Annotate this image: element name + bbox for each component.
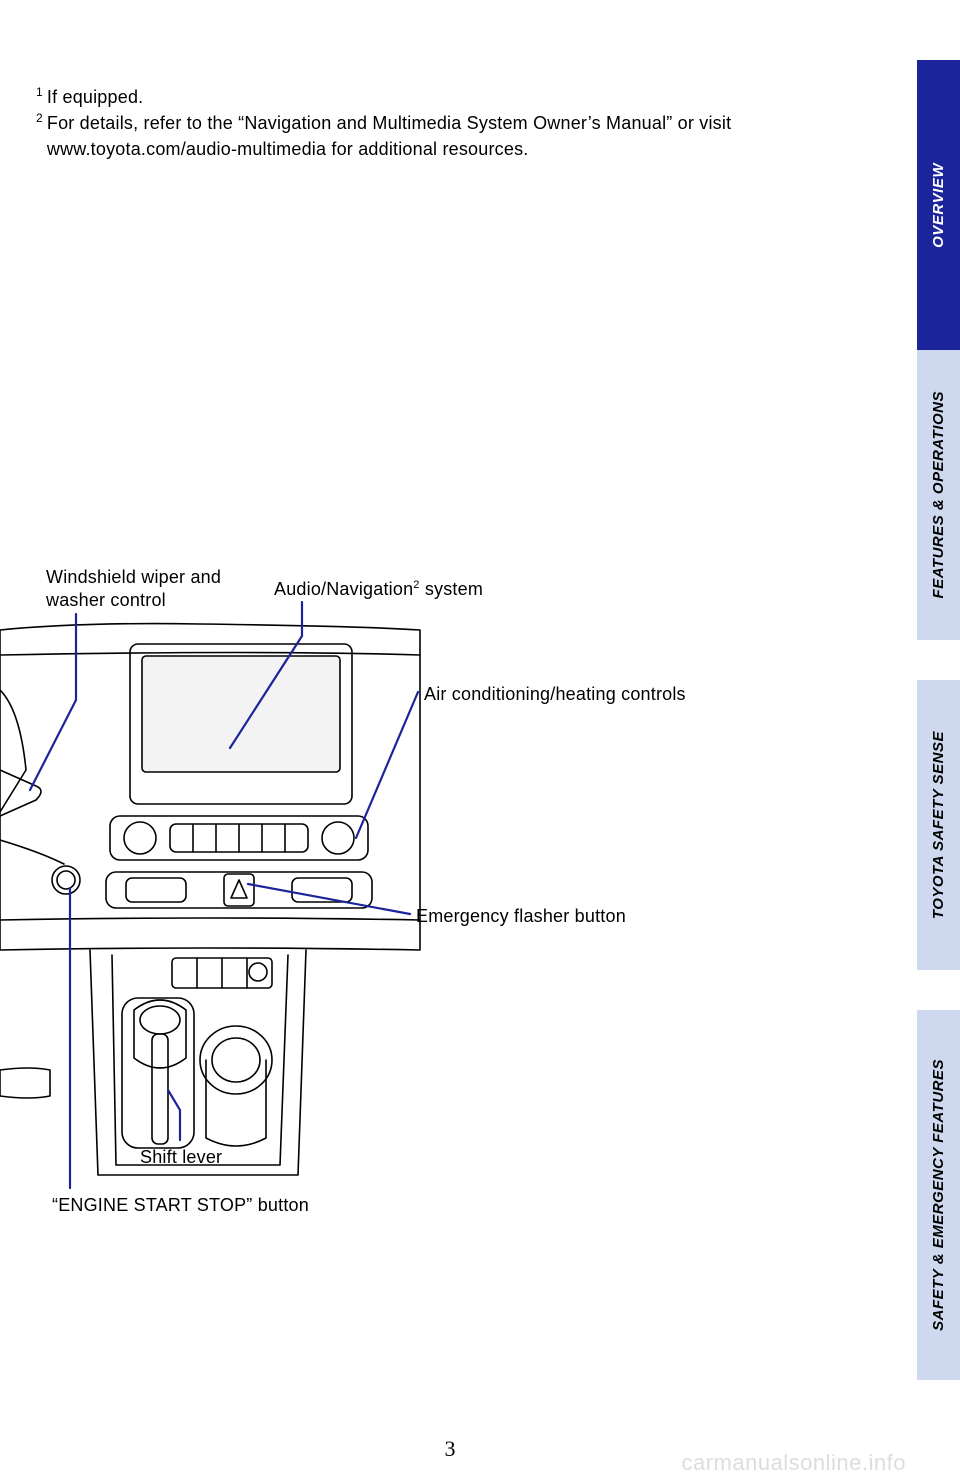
tab-label: OVERVIEW: [930, 163, 947, 248]
label-wiper: Windshield wiper and washer control: [46, 566, 221, 611]
tab-features-operations[interactable]: FEATURES & OPERATIONS: [917, 350, 960, 640]
label-audio-post: system: [420, 579, 483, 599]
footnote-1: 1 If equipped.: [36, 84, 816, 110]
label-engine: “ENGINE START STOP” button: [52, 1194, 309, 1217]
footnote-1-num: 1: [36, 86, 43, 110]
footnote-2-num: 2: [36, 112, 43, 162]
label-wiper-line2: washer control: [46, 590, 166, 610]
tab-label: SAFETY & EMERGENCY FEATURES: [930, 1059, 947, 1331]
watermark: carmanualsonline.info: [681, 1450, 906, 1476]
footnote-2: 2 For details, refer to the “Navigation …: [36, 110, 816, 162]
label-wiper-line1: Windshield wiper and: [46, 567, 221, 587]
page: 1 If equipped. 2 For details, refer to t…: [0, 0, 960, 1484]
tab-toyota-safety-sense[interactable]: TOYOTA SAFETY SENSE: [917, 680, 960, 970]
footnotes: 1 If equipped. 2 For details, refer to t…: [36, 84, 816, 162]
footnote-1-text: If equipped.: [47, 84, 143, 110]
dashboard-diagram: [0, 620, 480, 1180]
label-audio: Audio/Navigation2 system: [274, 578, 483, 601]
label-audio-pre: Audio/Navigation: [274, 579, 413, 599]
tab-label: TOYOTA SAFETY SENSE: [930, 731, 947, 919]
tab-safety-emergency-features[interactable]: SAFETY & EMERGENCY FEATURES: [917, 1010, 960, 1380]
side-tabs: OVERVIEW FEATURES & OPERATIONS TOYOTA SAFE…: [917, 0, 960, 1484]
footnote-2-text: For details, refer to the “Navigation an…: [47, 110, 816, 162]
tab-overview[interactable]: OVERVIEW: [917, 60, 960, 350]
tab-label: FEATURES & OPERATIONS: [930, 391, 947, 598]
